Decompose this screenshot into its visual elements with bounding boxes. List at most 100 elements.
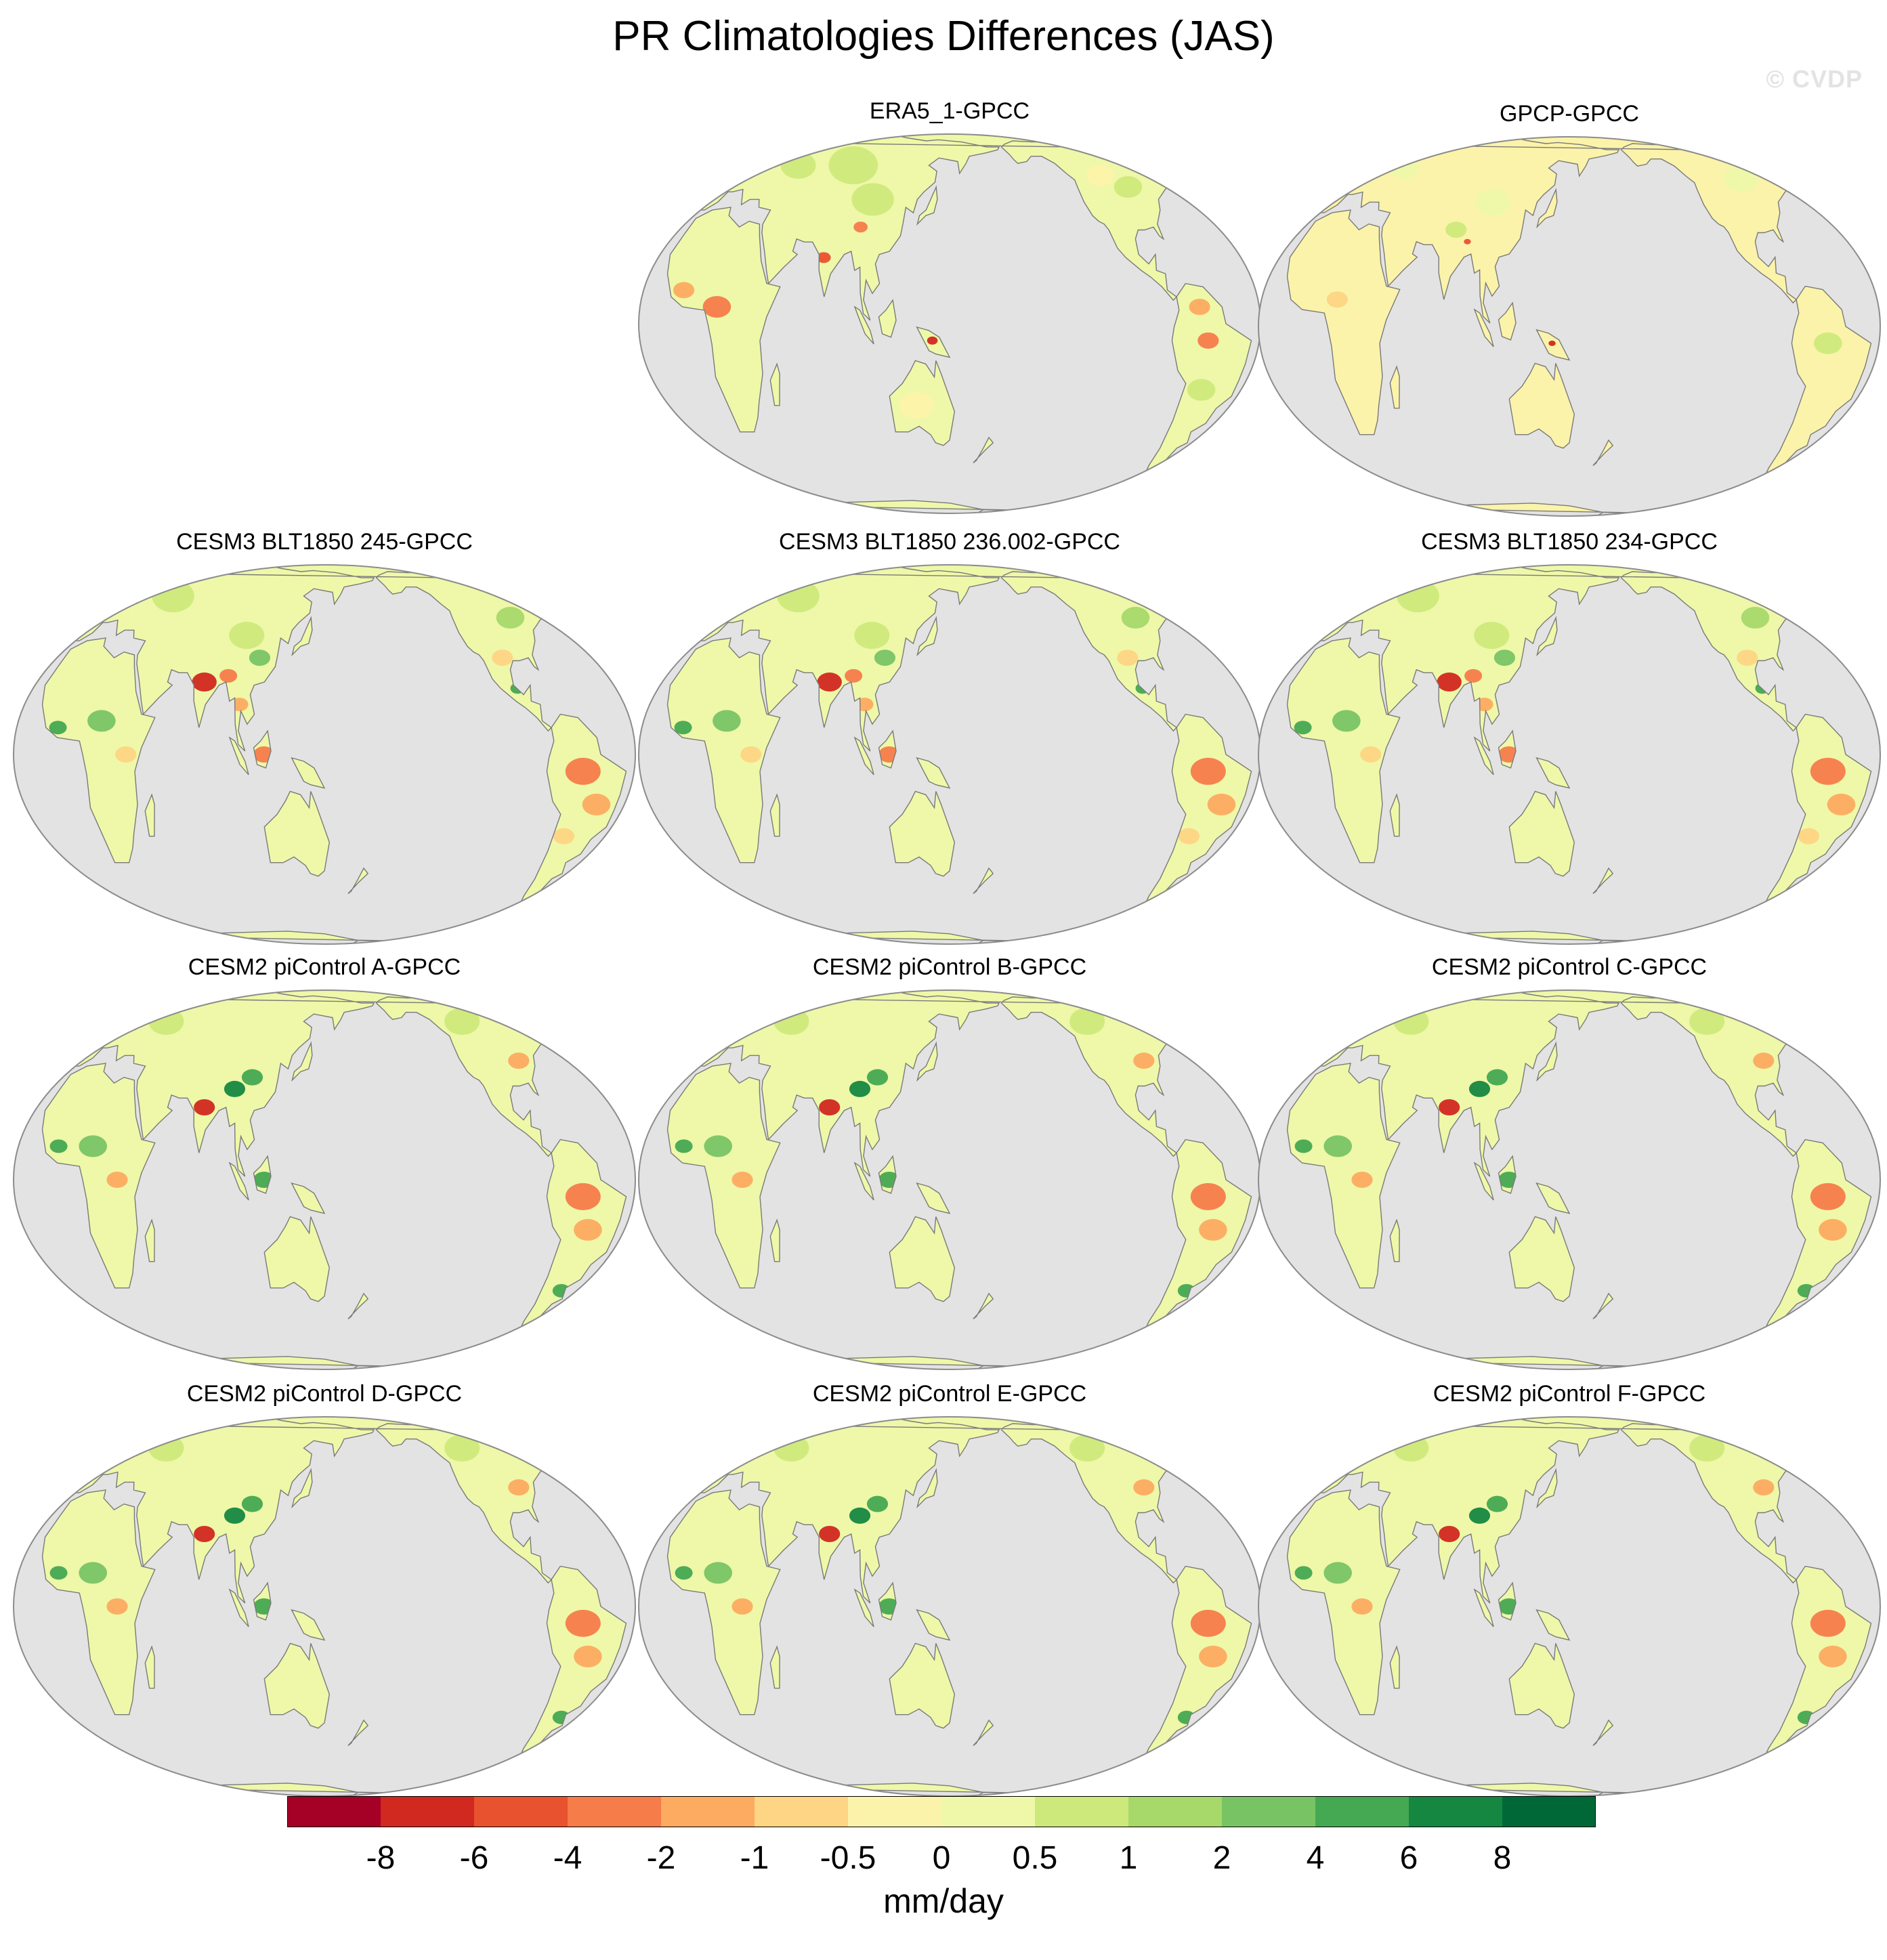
precip-anomaly-patch [1351,1598,1373,1615]
precip-anomaly-patch [194,1099,215,1116]
precip-anomaly-patch [1819,1218,1847,1241]
panel-title: GPCP-GPCC [1500,101,1639,127]
world-map [1258,564,1881,945]
precip-anomaly-patch [1810,1609,1846,1637]
precip-difference-field [667,134,1252,513]
colorbar-swatch [381,1796,475,1827]
colorbar-frame [287,1796,1596,1827]
precip-anomaly-patch [1741,607,1770,629]
precip-difference-field [42,1417,627,1796]
precip-difference-field [1287,1417,1871,1796]
precip-anomaly-patch [241,1495,263,1512]
map-panel-cesm2-f: CESM2 piControl F-GPCC [1254,1380,1884,1800]
precip-anomaly-patch [1207,793,1236,815]
precip-anomaly-patch [1114,176,1143,198]
precip-anomaly-patch [1474,622,1510,649]
world-map [638,564,1261,945]
precip-anomaly-patch [1519,1248,1554,1275]
precip-anomaly-patch [106,1598,128,1615]
world-map [1258,989,1881,1370]
precip-anomaly-patch [574,1645,602,1667]
precip-anomaly-patch [508,1479,530,1496]
colorbar-swatch [1409,1796,1503,1827]
precip-anomaly-patch [1199,1218,1227,1241]
colorbar-swatch [474,1796,568,1827]
colorbar-swatch [755,1796,849,1827]
colorbar-tick-label: -8 [366,1840,396,1876]
precip-anomaly-patch [1819,1645,1847,1667]
precip-anomaly-patch [1390,157,1419,179]
panel-title: CESM3 BLT1850 245-GPCC [176,529,473,555]
precip-anomaly-patch [1737,649,1758,666]
map-panel-cesm3-236: CESM3 BLT1850 236.002-GPCC [635,528,1265,948]
map-panel-cesm2-a: CESM2 piControl A-GPCC [9,954,639,1373]
precip-anomaly-patch [1294,721,1312,735]
precip-anomaly-patch [1810,757,1846,785]
precip-anomaly-patch [1814,332,1842,354]
precip-anomaly-patch [87,710,116,732]
precip-anomaly-patch [553,828,575,845]
world-map [638,133,1261,514]
precip-anomaly-patch [1468,1507,1491,1524]
colorbar-tick-label: 2 [1212,1840,1231,1876]
precip-anomaly-patch [1189,299,1210,316]
panel-title: CESM2 piControl E-GPCC [812,1381,1087,1407]
precip-difference-field [42,990,627,1369]
colorbar-tick-label: -1 [740,1840,769,1876]
precip-anomaly-patch [704,1135,733,1157]
precip-anomaly-patch [732,1172,753,1188]
panel-title: CESM2 piControl F-GPCC [1433,1381,1706,1407]
precip-anomaly-patch [1439,1526,1460,1543]
precip-anomaly-patch [224,1080,246,1097]
precip-difference-field [667,990,1252,1369]
precip-anomaly-patch [866,1495,889,1512]
colorbar [287,1796,1596,1827]
precip-difference-field [1287,990,1871,1369]
precip-anomaly-patch [1069,1008,1105,1036]
precip-anomaly-patch [851,183,894,216]
precip-anomaly-patch [899,822,935,850]
colorbar-swatch [941,1796,1036,1827]
panel-title: CESM3 BLT1850 236.002-GPCC [779,529,1120,555]
precip-anomaly-patch [704,1562,733,1584]
colorbar-tick-label: 6 [1399,1840,1418,1876]
precip-anomaly-patch [1519,822,1554,850]
precip-anomaly-patch [845,668,863,683]
panel-title: CESM2 piControl B-GPCC [812,954,1087,980]
map-panel-cesm2-d: CESM2 piControl D-GPCC [9,1380,639,1800]
precip-anomaly-patch [1197,332,1219,349]
precip-anomaly-patch [866,1069,889,1086]
precip-anomaly-patch [508,1052,530,1069]
panel-title: ERA5_1-GPCC [869,98,1030,124]
precip-anomaly-patch [899,391,935,419]
precip-anomaly-patch [1486,1495,1508,1512]
panel-title: CESM3 BLT1850 234-GPCC [1421,529,1718,555]
map-border [1258,136,1881,517]
world-map [13,1416,636,1797]
precip-anomaly-patch [1486,1069,1508,1086]
precip-anomaly-patch [673,282,695,299]
precip-anomaly-patch [1689,1008,1725,1036]
precip-anomaly-patch [816,252,831,263]
panel-title: CESM2 piControl A-GPCC [188,954,461,980]
colorbar-tick-label: 0.5 [1012,1840,1058,1876]
precip-anomaly-patch [1464,668,1483,683]
precip-anomaly-patch [927,336,938,345]
map-panel-cesm3-234: CESM3 BLT1850 234-GPCC [1254,528,1884,948]
precip-anomaly-patch [194,1526,215,1543]
precip-anomaly-patch [274,1674,310,1702]
precip-anomaly-patch [1069,1434,1105,1462]
precip-anomaly-patch [224,1507,246,1524]
precip-anomaly-patch [274,822,310,850]
map-panel-cesm2-e: CESM2 piControl E-GPCC [635,1380,1265,1800]
precip-anomaly-patch [1199,1645,1227,1667]
precip-anomaly-patch [444,1434,480,1462]
precip-anomaly-patch [1464,238,1471,244]
precip-anomaly-patch [874,649,896,666]
precip-anomaly-patch [79,1135,108,1157]
precip-anomaly-patch [1086,165,1115,187]
precip-anomaly-patch [49,721,67,735]
precip-anomaly-patch [1332,710,1361,732]
precip-anomaly-patch [1475,188,1510,216]
world-map [638,1416,1261,1797]
